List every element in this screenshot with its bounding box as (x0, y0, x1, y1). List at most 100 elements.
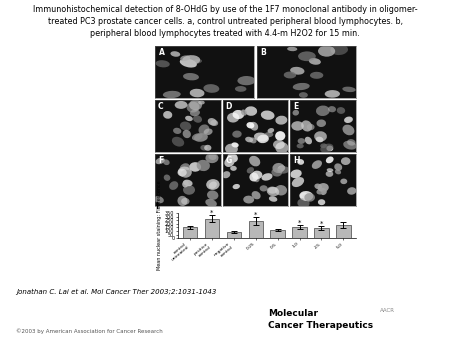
Ellipse shape (227, 113, 239, 123)
Ellipse shape (189, 99, 202, 111)
Text: C: C (158, 102, 163, 111)
Ellipse shape (269, 196, 277, 202)
Ellipse shape (271, 168, 282, 176)
Ellipse shape (327, 168, 333, 172)
Ellipse shape (312, 160, 322, 169)
Ellipse shape (260, 185, 268, 192)
Ellipse shape (175, 101, 188, 109)
Ellipse shape (297, 138, 305, 144)
Ellipse shape (342, 125, 355, 135)
Ellipse shape (316, 105, 330, 116)
Ellipse shape (193, 115, 202, 123)
Ellipse shape (203, 84, 219, 93)
Bar (315, 228, 328, 238)
Ellipse shape (211, 120, 218, 126)
Ellipse shape (341, 157, 351, 165)
Ellipse shape (190, 89, 204, 97)
Ellipse shape (245, 106, 257, 116)
Bar (227, 232, 241, 238)
Ellipse shape (189, 162, 201, 172)
Text: G: G (225, 156, 232, 165)
Ellipse shape (297, 144, 304, 148)
Ellipse shape (241, 110, 247, 116)
Ellipse shape (268, 187, 278, 194)
Ellipse shape (208, 118, 217, 125)
Ellipse shape (291, 121, 304, 131)
Ellipse shape (181, 170, 191, 177)
Ellipse shape (314, 131, 327, 142)
Ellipse shape (318, 183, 329, 192)
Ellipse shape (197, 160, 210, 171)
Ellipse shape (254, 132, 268, 142)
Ellipse shape (284, 72, 296, 78)
Ellipse shape (171, 51, 180, 57)
Ellipse shape (233, 184, 240, 189)
Ellipse shape (204, 128, 212, 135)
Ellipse shape (182, 55, 200, 65)
Ellipse shape (318, 46, 335, 57)
Ellipse shape (177, 169, 187, 176)
Ellipse shape (183, 180, 193, 186)
Ellipse shape (337, 107, 345, 114)
Ellipse shape (297, 159, 304, 165)
Ellipse shape (206, 179, 220, 190)
Ellipse shape (275, 142, 288, 153)
Ellipse shape (232, 130, 242, 138)
Ellipse shape (298, 51, 316, 61)
Ellipse shape (178, 167, 192, 177)
Ellipse shape (245, 137, 253, 142)
Ellipse shape (169, 181, 178, 190)
Ellipse shape (172, 137, 184, 147)
Ellipse shape (253, 175, 260, 182)
Ellipse shape (302, 194, 308, 201)
Ellipse shape (299, 92, 308, 98)
Ellipse shape (205, 199, 217, 207)
Ellipse shape (182, 180, 189, 188)
Ellipse shape (316, 119, 326, 127)
Ellipse shape (272, 163, 284, 173)
Ellipse shape (183, 130, 191, 138)
Ellipse shape (290, 169, 302, 178)
Ellipse shape (208, 153, 216, 160)
Text: A: A (159, 48, 165, 57)
Text: Immunohistochemical detection of 8-OHdG by use of the 1F7 monoclonal antibody in: Immunohistochemical detection of 8-OHdG … (33, 5, 417, 38)
Ellipse shape (156, 60, 170, 67)
Text: E: E (293, 102, 298, 111)
Ellipse shape (249, 138, 256, 143)
Ellipse shape (230, 166, 237, 171)
Ellipse shape (243, 196, 254, 203)
Ellipse shape (330, 44, 348, 55)
Ellipse shape (181, 198, 189, 204)
Ellipse shape (190, 110, 200, 116)
Ellipse shape (290, 67, 305, 75)
Ellipse shape (194, 133, 208, 142)
Ellipse shape (177, 196, 188, 206)
Ellipse shape (252, 171, 262, 179)
Ellipse shape (309, 58, 321, 65)
Ellipse shape (300, 192, 307, 198)
Ellipse shape (209, 182, 217, 189)
Ellipse shape (310, 72, 324, 79)
Text: B: B (261, 48, 266, 57)
Ellipse shape (335, 169, 341, 174)
Ellipse shape (326, 146, 333, 151)
Bar (270, 230, 285, 238)
Ellipse shape (183, 73, 199, 80)
Ellipse shape (277, 166, 289, 174)
Ellipse shape (264, 132, 273, 137)
Ellipse shape (183, 185, 195, 195)
Ellipse shape (292, 110, 299, 116)
Ellipse shape (180, 122, 191, 130)
Ellipse shape (249, 156, 260, 166)
Ellipse shape (185, 116, 193, 121)
Ellipse shape (347, 139, 356, 146)
Text: I: I (155, 202, 158, 211)
Ellipse shape (231, 142, 239, 147)
Text: *: * (320, 220, 323, 226)
Ellipse shape (225, 144, 238, 154)
Ellipse shape (321, 190, 327, 195)
Ellipse shape (247, 167, 254, 173)
Ellipse shape (316, 188, 326, 195)
Ellipse shape (305, 137, 312, 144)
Ellipse shape (293, 83, 310, 90)
